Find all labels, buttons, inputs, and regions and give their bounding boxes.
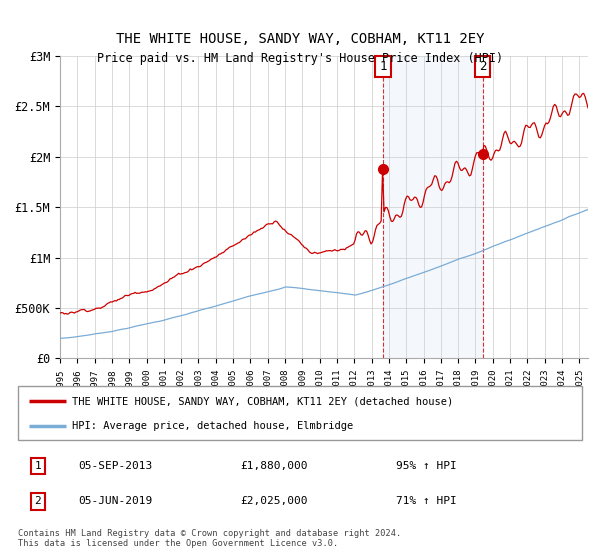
- Text: 1: 1: [379, 60, 387, 73]
- Bar: [383, 56, 483, 358]
- Text: THE WHITE HOUSE, SANDY WAY, COBHAM, KT11 2EY: THE WHITE HOUSE, SANDY WAY, COBHAM, KT11…: [116, 32, 484, 46]
- Text: 2: 2: [34, 496, 41, 506]
- Text: £2,025,000: £2,025,000: [240, 496, 308, 506]
- Text: THE WHITE HOUSE, SANDY WAY, COBHAM, KT11 2EY (detached house): THE WHITE HOUSE, SANDY WAY, COBHAM, KT11…: [71, 396, 453, 407]
- Text: 71% ↑ HPI: 71% ↑ HPI: [396, 496, 457, 506]
- Text: Price paid vs. HM Land Registry's House Price Index (HPI): Price paid vs. HM Land Registry's House …: [97, 52, 503, 66]
- Text: HPI: Average price, detached house, Elmbridge: HPI: Average price, detached house, Elmb…: [71, 421, 353, 431]
- Text: £1,880,000: £1,880,000: [240, 461, 308, 471]
- Text: 2: 2: [479, 60, 487, 73]
- Text: 05-SEP-2013: 05-SEP-2013: [78, 461, 152, 471]
- Text: 1: 1: [34, 461, 41, 471]
- Text: 95% ↑ HPI: 95% ↑ HPI: [396, 461, 457, 471]
- Text: Contains HM Land Registry data © Crown copyright and database right 2024.
This d: Contains HM Land Registry data © Crown c…: [18, 529, 401, 548]
- Text: 05-JUN-2019: 05-JUN-2019: [78, 496, 152, 506]
